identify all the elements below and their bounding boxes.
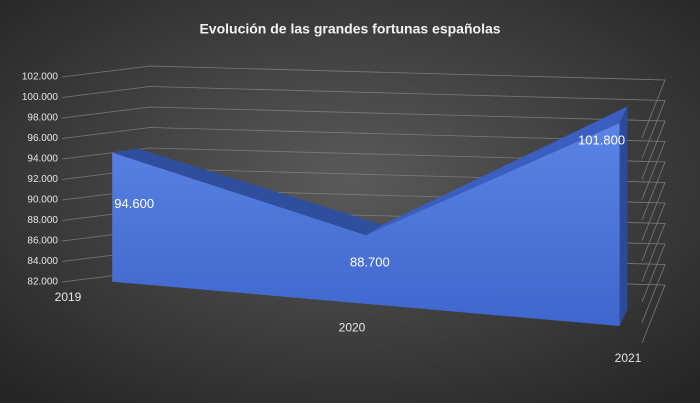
area-side <box>619 106 628 327</box>
grid-line <box>61 65 666 139</box>
grid-line <box>61 188 666 262</box>
chart-title: Evolución de las grandes fortunas españo… <box>199 21 500 37</box>
area-top <box>365 106 628 236</box>
grid: 82.000 84.000 86.000 88.000 90.000 92.000 94.0… <box>22 65 666 365</box>
data-label: 101.800 <box>578 133 625 148</box>
y-tick-label: 100.000 <box>22 92 59 103</box>
grid-line <box>61 86 666 159</box>
y-tick-label: 82.000 <box>27 277 58 288</box>
grid-line <box>61 127 666 200</box>
data-label: 94.600 <box>114 196 154 211</box>
plot-area: 94.600 88.700 101.800 <box>112 106 628 327</box>
x-tick-label: 2021 <box>615 351 642 365</box>
grid-line <box>61 106 666 180</box>
x-tick-label: 2020 <box>339 321 366 335</box>
y-tick-label: 88.000 <box>27 215 58 226</box>
x-tick-label: 2019 <box>55 290 82 304</box>
y-tick-label: 90.000 <box>27 195 58 206</box>
data-label: 88.700 <box>350 255 390 270</box>
y-tick-label: 92.000 <box>27 174 58 185</box>
y-tick-label: 102.000 <box>22 72 59 83</box>
area <box>112 123 620 326</box>
grid-line <box>61 168 666 241</box>
y-tick-label: 86.000 <box>27 236 58 247</box>
y-tick-label: 84.000 <box>27 256 58 267</box>
y-tick-label: 96.000 <box>27 133 58 144</box>
y-tick-label: 98.000 <box>27 113 58 124</box>
area-top <box>112 148 383 236</box>
grid-line <box>61 147 666 221</box>
y-tick-label: 94.000 <box>27 154 58 165</box>
